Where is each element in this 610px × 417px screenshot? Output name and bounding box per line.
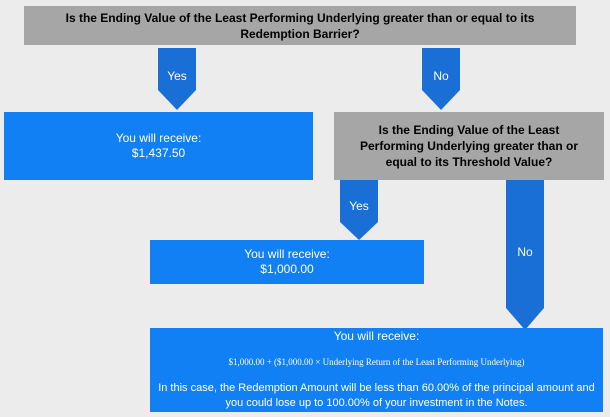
arrow-no-2 — [506, 180, 544, 330]
arrow-no-1-label: No — [433, 69, 449, 83]
question-threshold-value-text: Is the Ending Value of the Least Perform… — [359, 123, 579, 169]
outcome-threshold-no-formula: $1,000.00 + ($1,000.00 × Underlying Retu… — [228, 357, 525, 367]
question-threshold-value: Is the Ending Value of the Least Perform… — [334, 112, 604, 180]
arrow-no-1 — [422, 48, 460, 110]
outcome-threshold-no-heading: You will receive: — [333, 329, 420, 343]
arrow-yes-2-label: Yes — [349, 199, 369, 213]
outcome-box-threshold-yes: You will receive: $1,000.00 — [150, 240, 424, 284]
outcome-threshold-yes-heading: You will receive: — [244, 247, 330, 261]
outcome-threshold-yes-amount: $1,000.00 — [260, 262, 314, 276]
outcome-threshold-no-note: In this case, the Redemption Amount will… — [158, 382, 595, 409]
arrow-yes-2 — [340, 180, 378, 240]
arrow-yes-1-label: Yes — [167, 69, 187, 83]
outcome-box-yes: You will receive: $1,437.50 — [4, 112, 313, 180]
arrow-yes-1 — [158, 48, 196, 110]
arrow-no-2-label: No — [517, 245, 533, 259]
question-redemption-barrier: Is the Ending Value of the Least Perform… — [24, 6, 576, 45]
outcome-yes-amount: $1,437.50 — [131, 146, 186, 160]
outcome-box-threshold-no: You will receive: $1,000.00 + ($1,000.00… — [150, 328, 603, 412]
outcome-yes-heading: You will receive: — [115, 131, 202, 145]
question-redemption-barrier-text: Is the Ending Value of the Least Perform… — [65, 10, 535, 41]
